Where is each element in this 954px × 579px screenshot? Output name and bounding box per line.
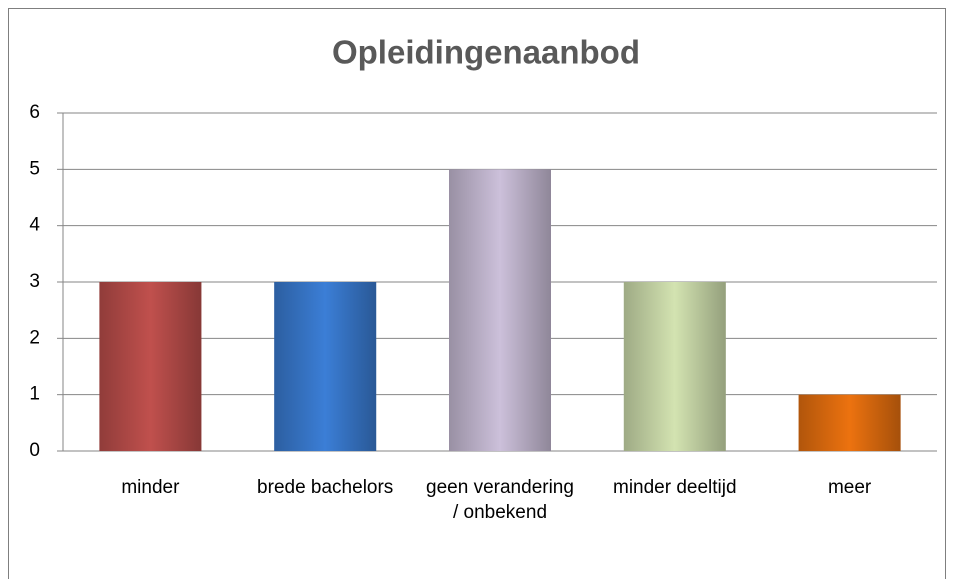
bar-shade bbox=[449, 169, 551, 452]
y-tick-label: 5 bbox=[29, 158, 40, 179]
x-tick-label: meer bbox=[827, 477, 872, 498]
x-tick-label: geen verandering / onbekend bbox=[426, 477, 574, 523]
chart-title: Opleidingenaanbod bbox=[332, 34, 640, 71]
y-tick-label: 1 bbox=[29, 384, 40, 405]
y-tick-label: 2 bbox=[29, 327, 40, 348]
y-tick-label: 3 bbox=[29, 271, 40, 292]
y-tick-label: 0 bbox=[29, 440, 40, 461]
y-tick-label: 6 bbox=[29, 102, 40, 123]
x-tick-label: minder deeltijd bbox=[613, 477, 737, 498]
y-tick-label: 4 bbox=[29, 215, 40, 236]
bar-shade bbox=[274, 282, 377, 451]
x-tick-label: minder bbox=[121, 477, 180, 498]
bar-shade bbox=[99, 282, 202, 451]
bar-shade bbox=[798, 394, 901, 451]
x-tick-label: brede bachelors bbox=[257, 477, 394, 498]
bar-shade bbox=[623, 282, 726, 451]
